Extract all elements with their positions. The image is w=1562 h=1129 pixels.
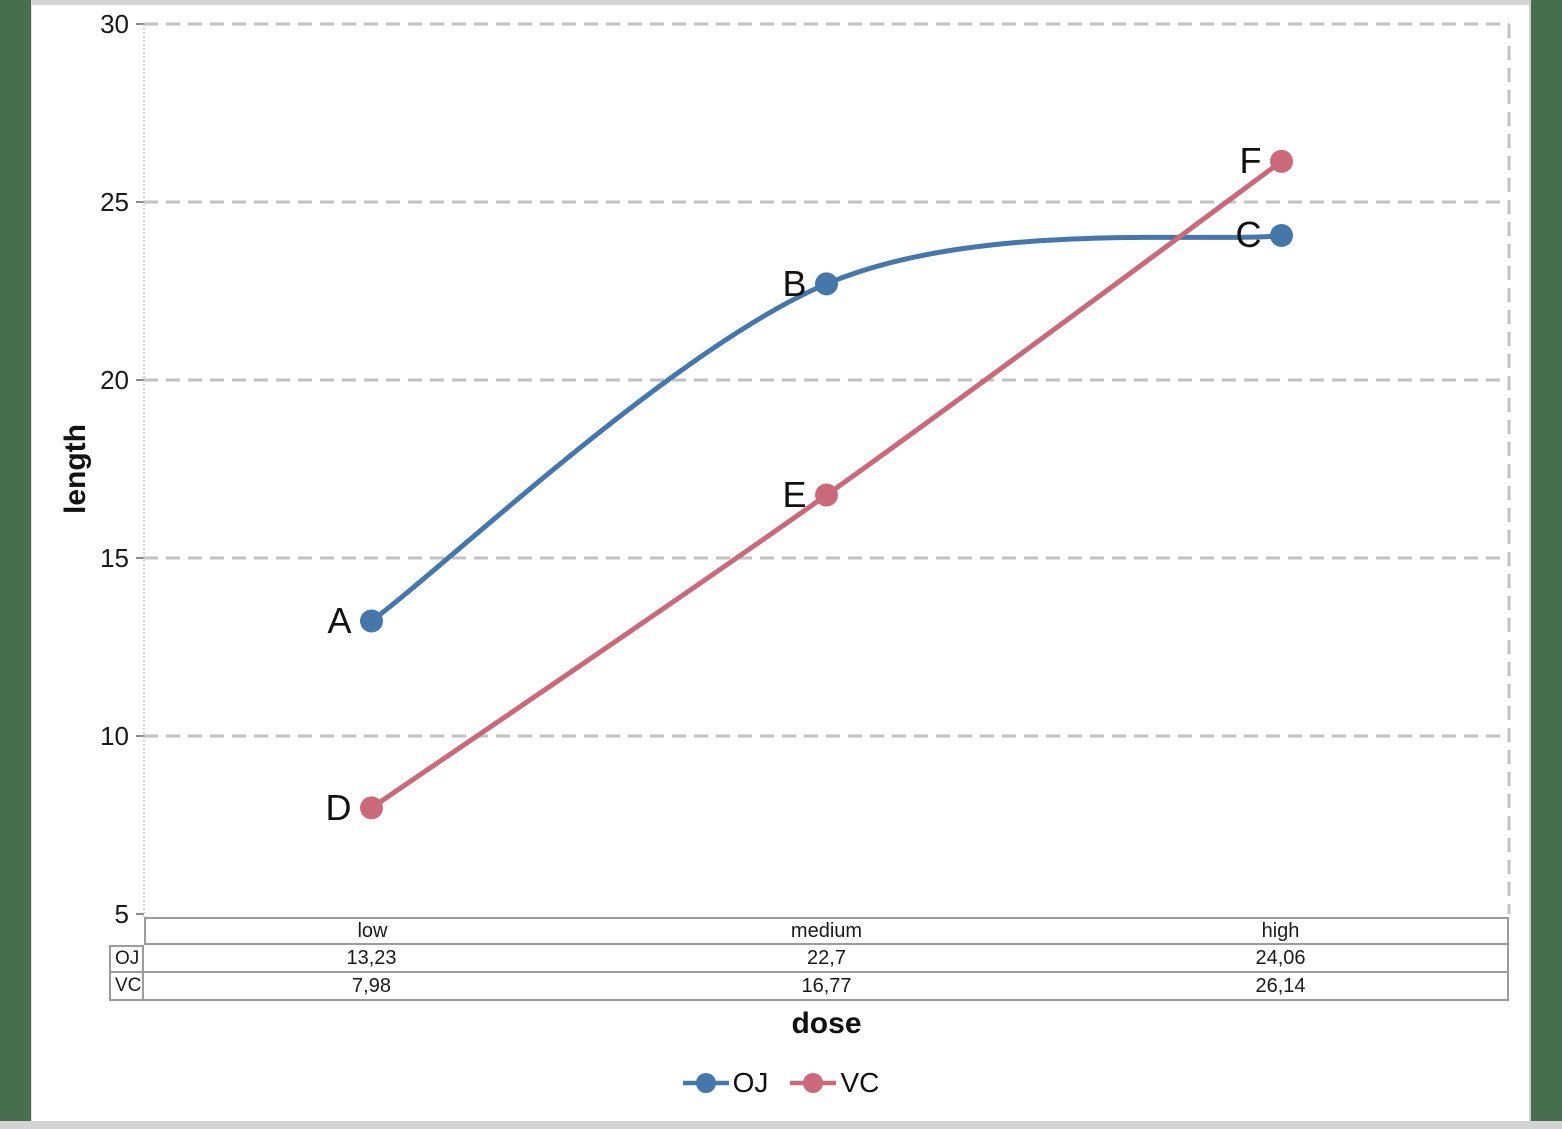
data-point-oj-low[interactable] — [360, 609, 383, 633]
point-label-f: F — [1239, 140, 1262, 182]
point-label-a: A — [327, 600, 352, 641]
table-cell-oj-medium: 22,7 — [599, 945, 1054, 973]
table-header-high: high — [1054, 917, 1509, 945]
y-axis-tick-label: 15 — [100, 543, 129, 573]
table-row-label-oj: OJ — [109, 945, 144, 973]
data-point-oj-medium[interactable] — [815, 272, 838, 296]
point-label-d: D — [325, 786, 352, 828]
legend-label-vc: VC — [840, 1067, 880, 1098]
point-label-c: C — [1235, 214, 1262, 256]
x-axis-title: dose — [791, 1007, 862, 1040]
y-axis-tick-label: 10 — [100, 721, 129, 751]
point-label-b: B — [782, 262, 807, 304]
data-point-vc-medium[interactable] — [815, 483, 838, 507]
point-label-e: E — [782, 473, 807, 515]
chart-panel[interactable]: 30 25 20 15 10 5 length dose A B C D E F… — [31, 0, 1531, 1121]
y-axis-tick-label: 30 — [100, 9, 129, 39]
data-table: low medium high OJ 13,23 22,7 24,06 VC 7… — [109, 917, 1509, 1001]
table-cell-oj-high: 24,06 — [1054, 945, 1509, 973]
y-axis-tick-label: 5 — [114, 899, 129, 929]
legend-line-marker-icon — [790, 1073, 837, 1093]
y-axis-tick-label: 25 — [100, 187, 129, 217]
data-point-vc-low[interactable] — [360, 796, 383, 820]
table-cell-oj-low: 13,23 — [144, 945, 599, 973]
table-corner-spacer — [109, 917, 144, 945]
data-point-vc-high[interactable] — [1270, 149, 1293, 173]
data-point-oj-high[interactable] — [1270, 223, 1293, 247]
frame-bottom-strip — [0, 1121, 1562, 1129]
plot-area[interactable] — [32, 5, 1530, 1121]
legend-item-oj[interactable]: OJ — [682, 1067, 769, 1098]
table-row-label-vc: VC — [109, 973, 144, 1001]
legend-item-vc[interactable]: VC — [790, 1069, 879, 1097]
legend-line-marker-icon — [682, 1073, 729, 1093]
y-axis-title: length — [59, 424, 92, 514]
table-cell-vc-low: 7,98 — [144, 973, 599, 1001]
table-cell-vc-medium: 16,77 — [599, 973, 1054, 1001]
legend-label-oj: OJ — [732, 1067, 769, 1098]
table-header-medium: medium — [599, 917, 1054, 945]
table-header-low: low — [144, 917, 599, 945]
y-axis-tick-label: 20 — [100, 365, 129, 395]
chart-legend: OJ VC — [32, 1061, 1530, 1105]
table-cell-vc-high: 26,14 — [1054, 973, 1509, 1001]
